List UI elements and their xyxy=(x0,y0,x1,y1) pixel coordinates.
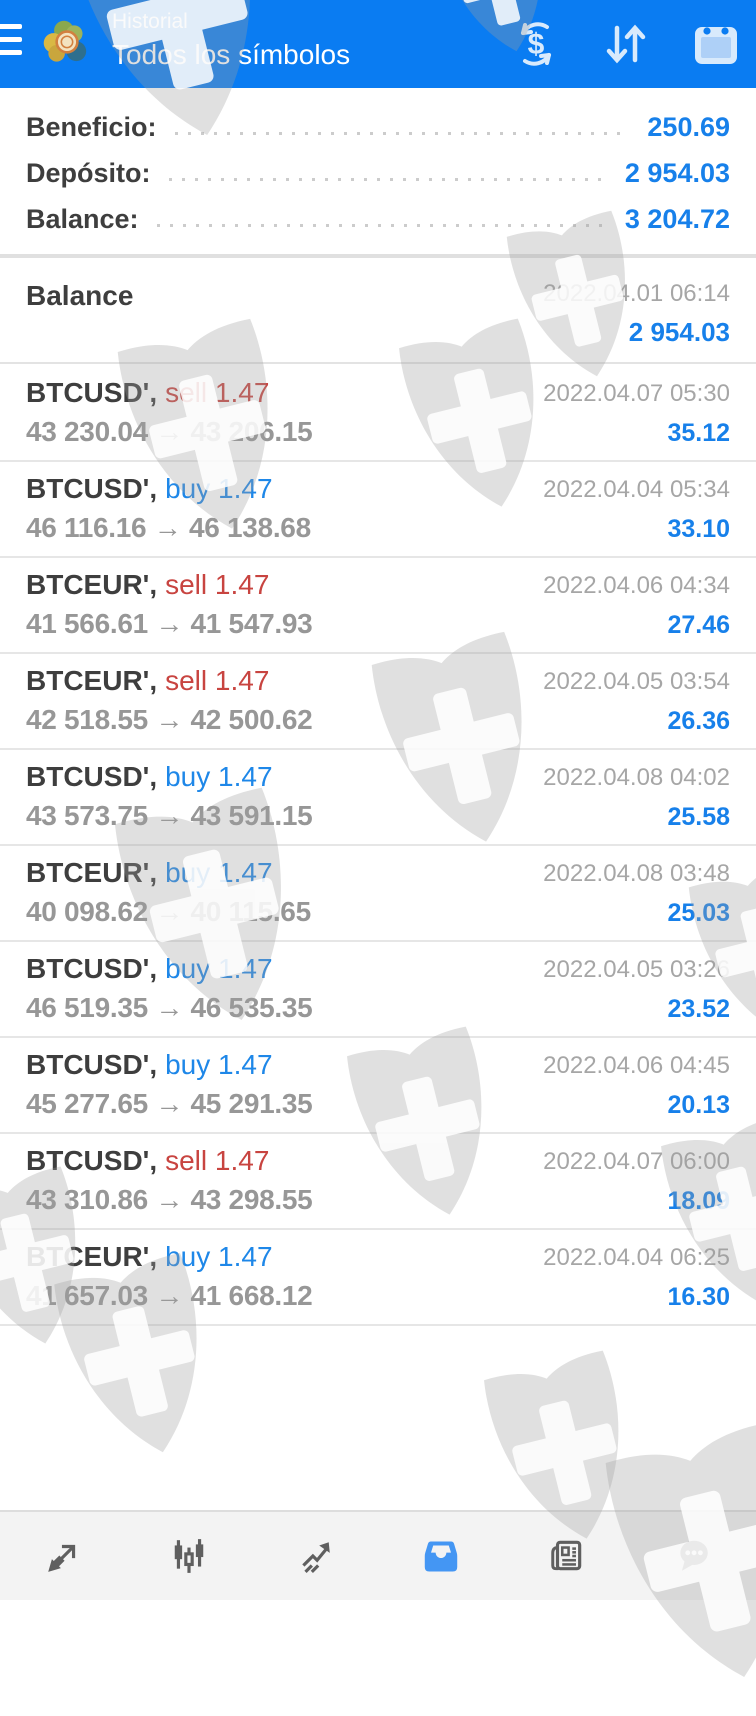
history-row[interactable]: BTCEUR', sell 1.47 2022.04.06 04:34 41 56… xyxy=(0,558,756,654)
history-row[interactable]: BTCUSD', sell 1.47 2022.04.07 05:30 43 23… xyxy=(0,366,756,462)
trade-prices: 43 230.04 → 43 206.15 xyxy=(26,416,313,447)
side-lot-label: buy 1.47 xyxy=(165,473,273,504)
currency-exchange-icon[interactable]: $ xyxy=(512,21,560,67)
symbol-label: BTCEUR', xyxy=(26,857,158,888)
nav-messages[interactable] xyxy=(630,1512,756,1600)
trade-datetime: 2022.04.04 06:25 xyxy=(543,1244,730,1271)
trade-icon xyxy=(302,1542,330,1573)
charts-icon xyxy=(174,1539,204,1573)
dotted-leader xyxy=(168,177,607,181)
balance-entry-datetime: 2022.04.01 06:14 xyxy=(543,280,730,307)
trade-profit: 25.58 xyxy=(667,803,730,831)
history-row[interactable]: BTCUSD', buy 1.47 2022.04.06 04:45 45 277… xyxy=(0,1038,756,1134)
page-title: Todos los símbolos xyxy=(112,39,351,70)
quotes-icon xyxy=(48,1544,76,1572)
symbol-label: BTCEUR', xyxy=(26,1241,158,1272)
hamburger-menu-icon[interactable] xyxy=(0,24,22,63)
trade-prices: 42 518.55 → 42 500.62 xyxy=(26,704,313,735)
trade-prices: 45 277.65 → 45 291.35 xyxy=(26,1088,313,1119)
sort-arrows-icon[interactable] xyxy=(604,21,648,67)
history-icon xyxy=(424,1541,458,1572)
trade-datetime: 2022.04.06 04:45 xyxy=(543,1052,730,1079)
side-lot-label: buy 1.47 xyxy=(165,1049,273,1080)
calendar-icon[interactable] xyxy=(692,21,740,67)
nav-trade[interactable] xyxy=(252,1512,378,1600)
trade-datetime: 2022.04.06 04:34 xyxy=(543,572,730,599)
trade-profit: 26.36 xyxy=(667,707,730,735)
trade-profit: 16.30 xyxy=(667,1283,730,1311)
summary-row-profit: Beneficio: 250.69 xyxy=(26,111,730,142)
side-lot-label: sell 1.47 xyxy=(165,665,270,696)
broker-logo-icon xyxy=(43,20,87,62)
trade-datetime: 2022.04.05 03:26 xyxy=(543,956,730,983)
trade-datetime: 2022.04.08 04:02 xyxy=(543,764,730,791)
symbol-label: BTCUSD', xyxy=(26,1049,158,1080)
history-row[interactable]: BTCUSD', buy 1.47 2022.04.05 03:26 46 519… xyxy=(0,942,756,1038)
summary-row-balance: Balance: 3 204.72 xyxy=(26,203,730,234)
side-lot-label: buy 1.47 xyxy=(165,761,273,792)
profit-label: Beneficio: xyxy=(26,111,157,142)
trade-prices: 46 519.35 → 46 535.35 xyxy=(26,992,313,1023)
symbol-label: BTCUSD', xyxy=(26,473,158,504)
trade-profit: 23.52 xyxy=(667,995,730,1023)
balance-label: Balance: xyxy=(26,203,139,234)
history-row[interactable]: BTCUSD', sell 1.47 2022.04.07 06:00 43 31… xyxy=(0,1134,756,1230)
trade-prices: 41 566.61 → 41 547.93 xyxy=(26,608,313,639)
trade-datetime: 2022.04.05 03:54 xyxy=(543,668,730,695)
trade-prices: 43 310.86 → 43 298.55 xyxy=(26,1184,313,1215)
dotted-leader xyxy=(174,131,630,135)
history-list: BTCUSD', sell 1.47 2022.04.07 05:30 43 23… xyxy=(0,366,756,1326)
trade-datetime: 2022.04.07 06:00 xyxy=(543,1148,730,1175)
history-row[interactable]: BTCEUR', sell 1.47 2022.04.05 03:54 42 51… xyxy=(0,654,756,750)
trade-prices: 46 116.16 → 46 138.68 xyxy=(26,512,311,543)
profit-value: 250.69 xyxy=(647,111,730,142)
side-lot-label: sell 1.47 xyxy=(165,569,270,600)
side-lot-label: buy 1.47 xyxy=(165,1241,273,1272)
trade-profit: 18.09 xyxy=(667,1187,730,1215)
bottom-navigation xyxy=(0,1510,756,1600)
news-icon xyxy=(551,1540,582,1571)
side-lot-label: buy 1.47 xyxy=(165,857,273,888)
nav-news[interactable] xyxy=(504,1512,630,1600)
side-lot-label: buy 1.47 xyxy=(165,953,273,984)
deposit-value: 2 954.03 xyxy=(624,157,730,188)
trade-prices: 40 098.62 → 40 115.65 xyxy=(26,896,311,927)
symbol-label: BTCEUR', xyxy=(26,665,158,696)
nav-charts[interactable] xyxy=(126,1512,252,1600)
trade-profit: 20.13 xyxy=(667,1091,730,1119)
history-row[interactable]: BTCEUR', buy 1.47 2022.04.04 06:25 41 657… xyxy=(0,1230,756,1326)
trade-prices: 41 657.03 → 41 668.12 xyxy=(26,1280,313,1311)
balance-value: 3 204.72 xyxy=(624,203,730,234)
symbol-label: BTCUSD', xyxy=(26,761,158,792)
side-lot-label: sell 1.47 xyxy=(165,1145,270,1176)
nav-history[interactable] xyxy=(378,1512,504,1600)
symbol-label: BTCUSD', xyxy=(26,1145,158,1176)
symbol-label: BTCUSD', xyxy=(26,953,158,984)
summary-row-deposit: Depósito: 2 954.03 xyxy=(26,157,730,188)
trade-profit: 25.03 xyxy=(667,899,730,927)
trade-datetime: 2022.04.04 05:34 xyxy=(543,476,730,503)
nav-quotes[interactable] xyxy=(0,1512,126,1600)
screen-label: Historial xyxy=(112,10,188,33)
trade-profit: 33.10 xyxy=(667,515,730,543)
deposit-label: Depósito: xyxy=(26,157,151,188)
trade-prices: 43 573.75 → 43 591.15 xyxy=(26,800,313,831)
side-lot-label: sell 1.47 xyxy=(165,377,270,408)
balance-entry-title: Balance xyxy=(26,280,134,311)
symbol-label: BTCUSD', xyxy=(26,377,158,408)
balance-deposit-row[interactable]: Balance 2022.04.01 06:14 2 954.03 xyxy=(0,262,756,364)
history-row[interactable]: BTCUSD', buy 1.47 2022.04.04 05:34 46 116… xyxy=(0,462,756,558)
messages-icon xyxy=(680,1540,708,1571)
account-summary: Beneficio: 250.69 Depósito: 2 954.03 Bal… xyxy=(0,88,756,258)
dotted-leader xyxy=(156,223,607,227)
history-row[interactable]: BTCEUR', buy 1.47 2022.04.08 03:48 40 098… xyxy=(0,846,756,942)
trade-datetime: 2022.04.07 05:30 xyxy=(543,380,730,407)
trade-datetime: 2022.04.08 03:48 xyxy=(543,860,730,887)
symbol-label: BTCEUR', xyxy=(26,569,158,600)
history-row[interactable]: BTCUSD', buy 1.47 2022.04.08 04:02 43 573… xyxy=(0,750,756,846)
trade-profit: 27.46 xyxy=(667,611,730,639)
balance-entry-amount: 2 954.03 xyxy=(628,317,730,347)
app-header: Historial Todos los símbolos $ xyxy=(0,0,756,88)
trade-profit: 35.12 xyxy=(667,419,730,447)
